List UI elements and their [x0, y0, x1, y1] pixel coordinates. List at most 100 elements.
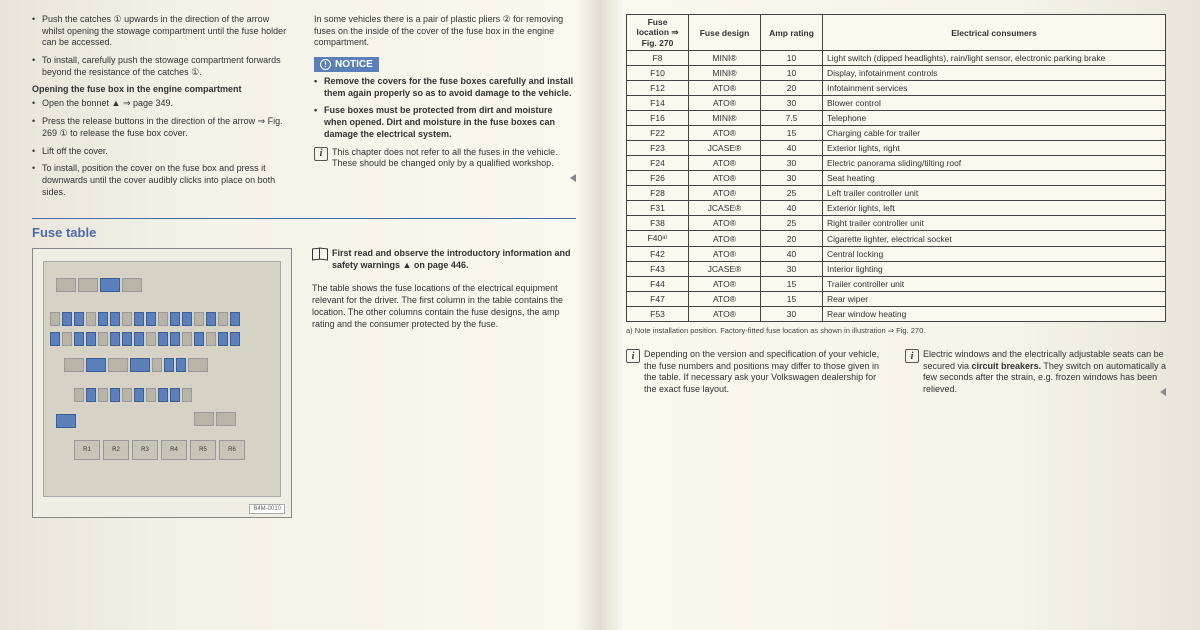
col-header-consumers: Electrical consumers — [823, 15, 1166, 51]
table-cell: Infotainment services — [823, 81, 1166, 96]
table-row: F23JCASE®40Exterior lights, right — [627, 141, 1166, 156]
right-page: Fuse location ⇒ Fig. 270 Fuse design Amp… — [600, 0, 1200, 630]
col-header-amp: Amp rating — [761, 15, 823, 51]
table-row: F42ATO®40Central locking — [627, 247, 1166, 262]
section-title: Fuse table — [32, 225, 576, 240]
notice-badge: ! NOTICE — [314, 57, 379, 72]
table-cell: MINI® — [689, 66, 761, 81]
table-cell: ATO® — [689, 156, 761, 171]
info-icon: i — [314, 147, 328, 161]
col-header-design: Fuse design — [689, 15, 761, 51]
table-cell: Rear wiper — [823, 292, 1166, 307]
table-cell: ATO® — [689, 186, 761, 201]
table-row: F28ATO®25Left trailer controller unit — [627, 186, 1166, 201]
table-row: F16MINI®7.5Telephone — [627, 111, 1166, 126]
table-cell: F44 — [627, 277, 689, 292]
bullet-item: • Push the catches ① upwards in the dire… — [32, 14, 294, 49]
notice-icon: ! — [320, 59, 331, 70]
table-row: F12ATO®20Infotainment services — [627, 81, 1166, 96]
paragraph: In some vehicles there is a pair of plas… — [314, 14, 576, 49]
table-cell: ATO® — [689, 307, 761, 322]
table-cell: F26 — [627, 171, 689, 186]
table-row: F38ATO®25Right trailer controller unit — [627, 216, 1166, 231]
notice-item: • Remove the covers for the fuse boxes c… — [314, 76, 576, 99]
table-cell: MINI® — [689, 111, 761, 126]
table-cell: ATO® — [689, 277, 761, 292]
table-cell: Charging cable for trailer — [823, 126, 1166, 141]
table-row: F24ATO®30Electric panorama sliding/tilti… — [627, 156, 1166, 171]
left-col-2: In some vehicles there is a pair of plas… — [314, 14, 576, 204]
info-icon: i — [905, 349, 919, 363]
table-row: F8MINI®10Light switch (dipped headlights… — [627, 51, 1166, 66]
table-header-row: Fuse location ⇒ Fig. 270 Fuse design Amp… — [627, 15, 1166, 51]
info-text: Depending on the version and specificati… — [644, 349, 887, 396]
bullet-text: Remove the covers for the fuse boxes car… — [324, 76, 576, 99]
note2-bold: circuit breakers. — [972, 361, 1042, 371]
bullet-dot: • — [314, 76, 324, 99]
bullet-dot: • — [314, 105, 324, 140]
col-header-location: Fuse location ⇒ Fig. 270 — [627, 15, 689, 51]
info-text: Electric windows and the electrically ad… — [923, 349, 1166, 396]
table-cell: Exterior lights, right — [823, 141, 1166, 156]
diagram-column: R1R2R3 R4R5R6 B4M-0010 — [32, 248, 292, 518]
table-cell: ATO® — [689, 126, 761, 141]
table-cell: MINI® — [689, 51, 761, 66]
table-cell: 15 — [761, 277, 823, 292]
notice-label: NOTICE — [335, 59, 373, 70]
table-cell: ATO® — [689, 216, 761, 231]
table-cell: F10 — [627, 66, 689, 81]
bullet-dot: • — [32, 98, 42, 110]
table-cell: F53 — [627, 307, 689, 322]
table-cell: ATO® — [689, 231, 761, 247]
info-text: This chapter does not refer to all the f… — [332, 147, 576, 170]
table-cell: ATO® — [689, 96, 761, 111]
table-cell: Electric panorama sliding/tilting roof — [823, 156, 1166, 171]
table-cell: Rear window heating — [823, 307, 1166, 322]
table-cell: Blower control — [823, 96, 1166, 111]
table-cell: 25 — [761, 186, 823, 201]
bullet-text: Press the release buttons in the directi… — [42, 116, 294, 139]
continue-mark-icon — [1160, 388, 1166, 396]
table-cell: F24 — [627, 156, 689, 171]
table-row: F22ATO®15Charging cable for trailer — [627, 126, 1166, 141]
diagram-text-column: First read and observe the introductory … — [312, 248, 576, 518]
table-cell: F16 — [627, 111, 689, 126]
table-cell: 10 — [761, 51, 823, 66]
table-cell: Left trailer controller unit — [823, 186, 1166, 201]
table-row: F10MINI®10Display, infotainment controls — [627, 66, 1166, 81]
table-cell: JCASE® — [689, 201, 761, 216]
table-cell: 15 — [761, 292, 823, 307]
bullet-dot: • — [32, 116, 42, 139]
table-cell: Trailer controller unit — [823, 277, 1166, 292]
fuse-table: Fuse location ⇒ Fig. 270 Fuse design Amp… — [626, 14, 1166, 322]
table-cell: F47 — [627, 292, 689, 307]
table-cell: Cigarette lighter, electrical socket — [823, 231, 1166, 247]
table-cell: 7.5 — [761, 111, 823, 126]
table-cell: F40ᵃ⁾ — [627, 231, 689, 247]
table-cell: 30 — [761, 307, 823, 322]
section-rule — [32, 218, 576, 219]
table-cell: F22 — [627, 126, 689, 141]
bullet-text: Open the bonnet ▲ ⇒ page 349. — [42, 98, 294, 110]
bullet-text: Lift off the cover. — [42, 146, 294, 158]
table-cell: ATO® — [689, 247, 761, 262]
table-cell: Light switch (dipped headlights), rain/l… — [823, 51, 1166, 66]
table-cell: 40 — [761, 141, 823, 156]
bullet-dot: • — [32, 55, 42, 78]
table-cell: 40 — [761, 201, 823, 216]
bullet-item: • To install, position the cover on the … — [32, 163, 294, 198]
table-cell: Telephone — [823, 111, 1166, 126]
diagram-code: B4M-0010 — [249, 504, 285, 514]
table-row: F31JCASE®40Exterior lights, left — [627, 201, 1166, 216]
table-cell: 30 — [761, 262, 823, 277]
table-cell: 40 — [761, 247, 823, 262]
table-cell: Central locking — [823, 247, 1166, 262]
table-cell: F42 — [627, 247, 689, 262]
continue-mark-icon — [570, 174, 576, 182]
bullet-item: • Open the bonnet ▲ ⇒ page 349. — [32, 98, 294, 110]
info-note: i This chapter does not refer to all the… — [314, 147, 576, 170]
left-page: • Push the catches ① upwards in the dire… — [0, 0, 600, 630]
table-cell: F43 — [627, 262, 689, 277]
table-cell: 30 — [761, 96, 823, 111]
table-cell: 30 — [761, 171, 823, 186]
